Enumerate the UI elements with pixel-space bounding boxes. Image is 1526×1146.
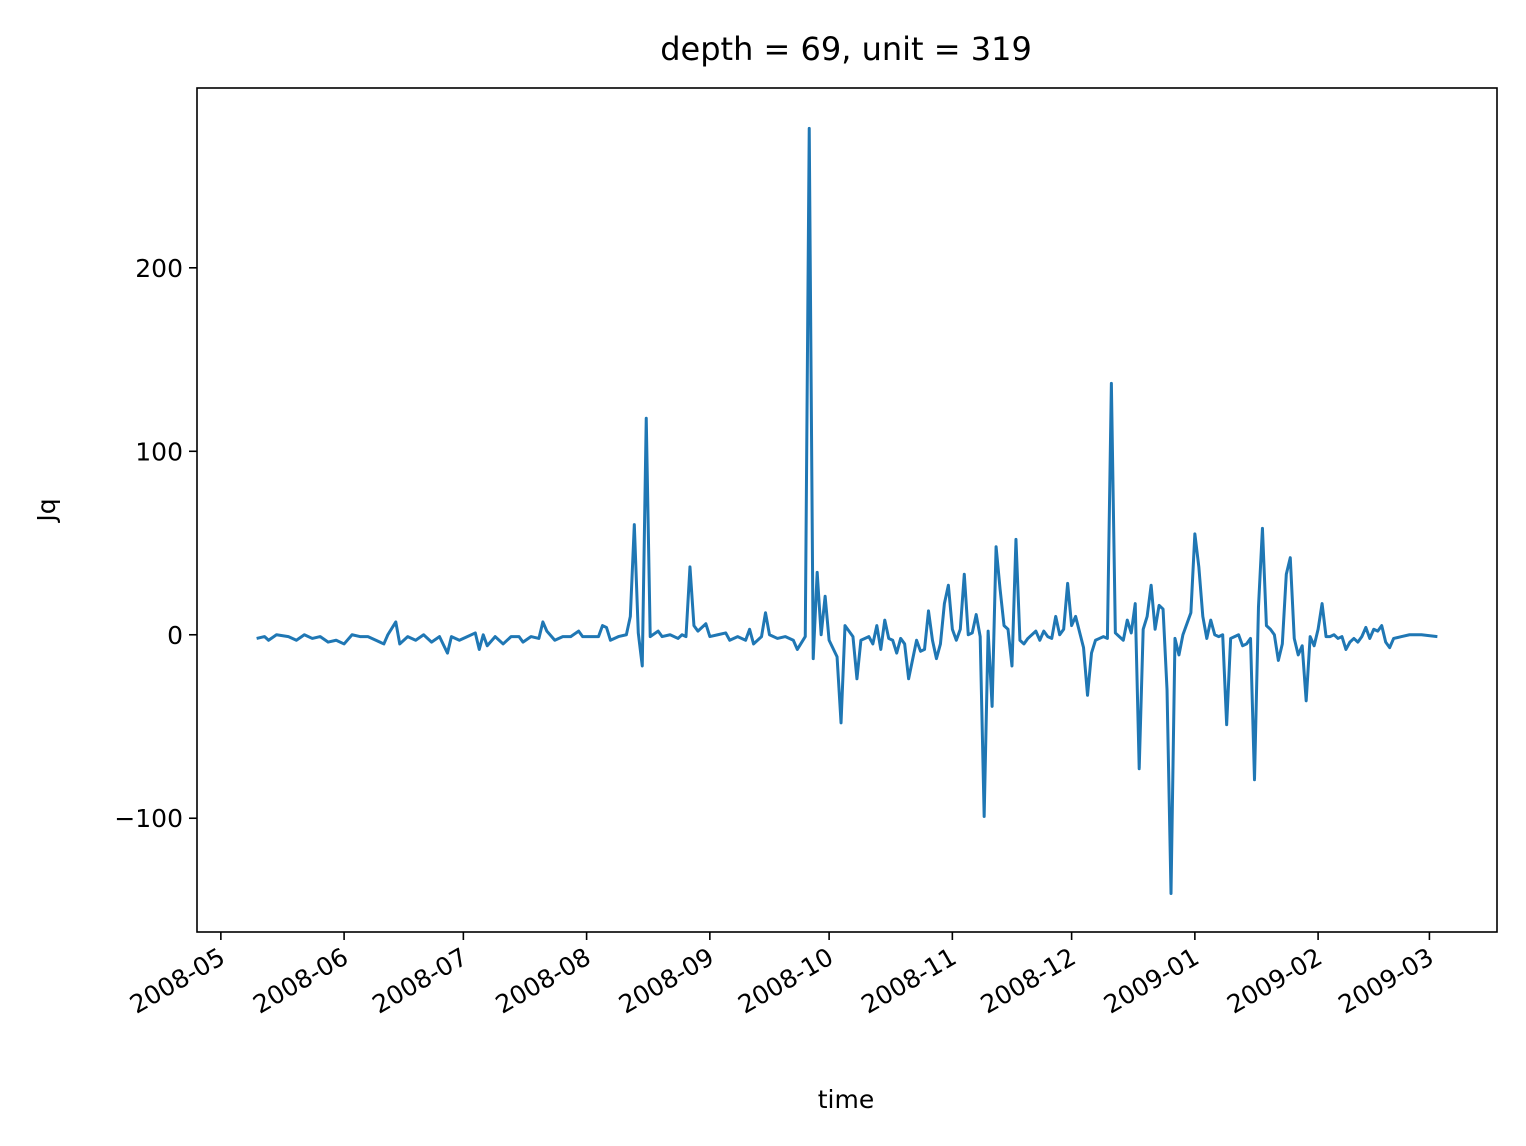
x-tick-label: 2008-06 [248,942,353,1019]
x-tick-label: 2008-11 [856,942,961,1019]
data-line [256,126,1438,895]
x-tick-label: 2008-12 [976,942,1081,1019]
x-tick-label: 2009-02 [1222,942,1327,1019]
plot-frame [196,87,1498,933]
x-tick-label: 2008-10 [733,942,838,1019]
x-axis-label: time [818,1085,874,1114]
y-axis-label: Jq [32,498,61,523]
y-tick-label: −100 [114,804,183,833]
x-tick-label: 2009-03 [1333,942,1438,1019]
x-tick-label: 2008-07 [367,942,472,1019]
x-tick-label: 2008-05 [125,942,230,1019]
x-tick-label: 2009-01 [1099,942,1204,1019]
chart-title: depth = 69, unit = 319 [660,30,1032,68]
y-tick-label: 200 [135,254,183,283]
x-tick-label: 2008-08 [491,942,596,1019]
y-tick-label: 0 [167,621,183,650]
x-tick-label: 2008-09 [614,942,719,1019]
y-tick-label: 100 [135,437,183,466]
